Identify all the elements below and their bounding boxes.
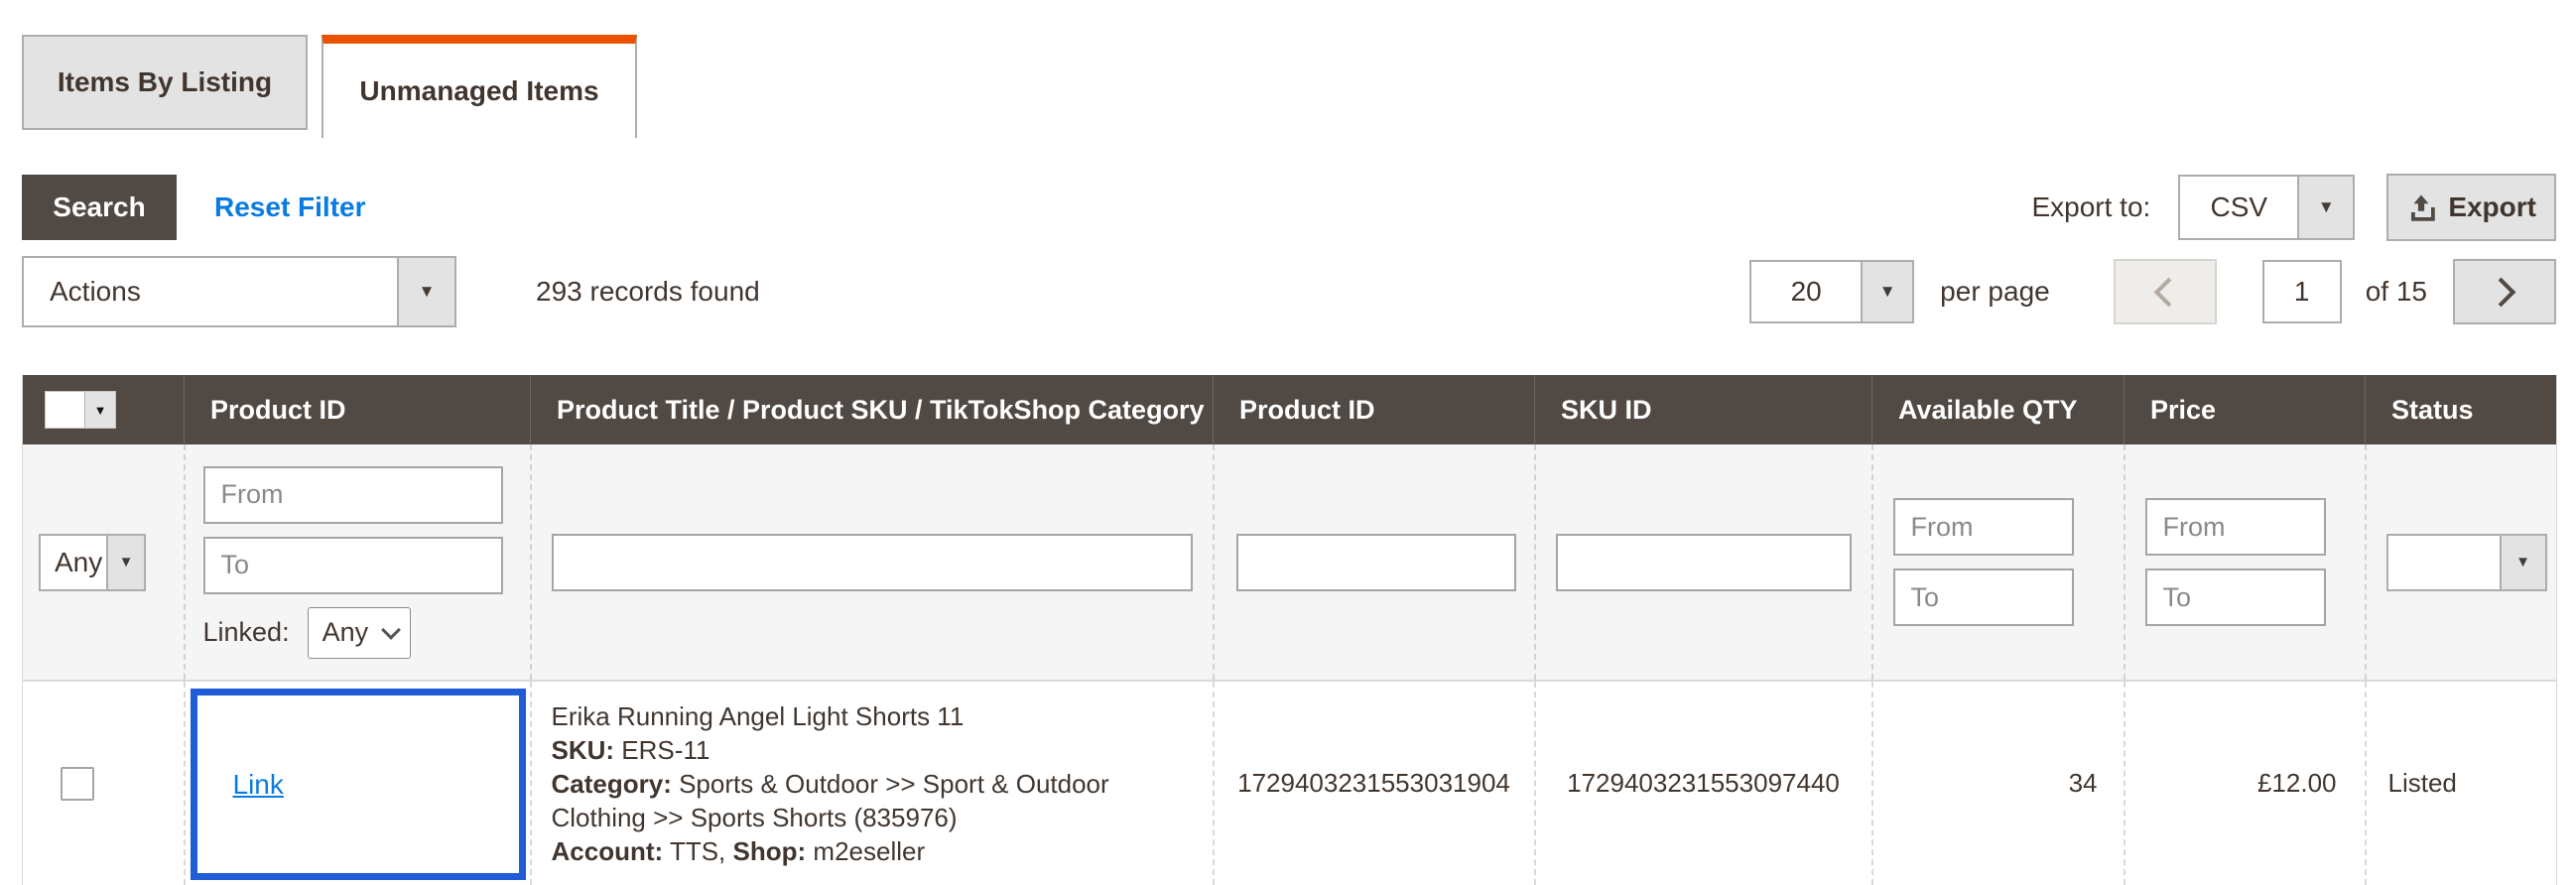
chevron-down-icon[interactable]: ▼ [397, 258, 454, 325]
row-price-cell: £12.00 [2123, 680, 2366, 885]
filter-available-qty-cell [1870, 444, 2125, 681]
status-filter-select[interactable]: ▼ [2385, 533, 2547, 591]
chevron-down-icon[interactable]: ▼ [84, 392, 115, 428]
product-id-to-input[interactable] [202, 536, 503, 594]
export-format-value: CSV [2210, 191, 2268, 222]
column-header-product-title[interactable]: Product Title / Product SKU / TikTokShop… [530, 375, 1214, 444]
status-filter-value [2388, 536, 2500, 589]
filter-product-id-link-cell: Linked: Any [183, 444, 531, 681]
product-title-text: Erika Running Angel Light Shorts 11 [551, 700, 965, 731]
reset-filter-link[interactable]: Reset Filter [214, 191, 366, 222]
search-button[interactable]: Search [22, 175, 177, 240]
chevron-right-icon [2486, 277, 2515, 307]
product-title-filter-input[interactable] [551, 533, 1193, 591]
records-found-text: 293 records found [536, 276, 760, 307]
tabs-bar: Items By Listing Unmanaged Items [22, 35, 637, 138]
pagination: of 15 [2113, 259, 2556, 324]
column-header-product-id[interactable]: Product ID [1213, 375, 1535, 444]
per-page-select[interactable]: 20 ▼ [1749, 260, 1915, 323]
column-header-sku-id[interactable]: SKU ID [1534, 375, 1872, 444]
row-available-qty-cell: 34 [1870, 680, 2125, 885]
next-page-button[interactable] [2453, 259, 2556, 324]
column-header-available-qty[interactable]: Available QTY [1871, 375, 2125, 444]
search-export-toolbar: Search Reset Filter Export to: CSV ▼ Exp… [22, 174, 2556, 241]
sku-label: SKU: [551, 734, 615, 765]
linked-label: Linked: [202, 617, 290, 647]
row-link-cell: Link [183, 680, 531, 885]
category-value: Sports & Outdoor >> Sport & Outdoor Clot… [551, 768, 1109, 832]
filter-status-cell: ▼ [2364, 444, 2557, 681]
qty-to-input[interactable] [1892, 569, 2074, 626]
focused-cell-outline: Link [190, 689, 526, 880]
row-product-id-cell: 1729403231553031904 [1212, 680, 1535, 885]
mass-select-filter[interactable]: Any ▼ [39, 533, 146, 591]
linked-select[interactable]: Any [307, 606, 411, 659]
row-product-title-cell: Erika Running Angel Light Shorts 11 SKU:… [529, 680, 1214, 885]
column-header-product-id-link[interactable]: Product ID [184, 375, 531, 444]
sku-id-filter-input[interactable] [1555, 533, 1852, 591]
per-page-value: 20 [1790, 276, 1822, 307]
mass-select-filter-value: Any [55, 546, 103, 577]
account-label: Account: [551, 835, 664, 866]
page-count-label: of 15 [2365, 276, 2427, 307]
filter-product-id-cell [1212, 444, 1535, 681]
account-value: TTS, [669, 835, 726, 866]
actions-select[interactable]: Actions ▼ [22, 256, 456, 327]
product-id-filter-input[interactable] [1235, 533, 1516, 591]
grid-toolbar: Actions ▼ 293 records found 20 ▼ per pag… [22, 256, 2556, 327]
chevron-down-icon[interactable]: ▼ [106, 535, 144, 589]
sku-value: ERS-11 [621, 734, 710, 765]
column-header-status[interactable]: Status [2365, 375, 2557, 444]
table-row: Link Erika Running Angel Light Shorts 11… [22, 680, 2557, 885]
filter-price-cell [2123, 444, 2366, 681]
row-checkbox[interactable] [61, 766, 94, 801]
chevron-down-icon[interactable]: ▼ [2297, 177, 2354, 238]
export-button[interactable]: Export [2386, 174, 2556, 241]
price-from-input[interactable] [2144, 498, 2326, 556]
per-page-label: per page [1940, 276, 2050, 307]
column-header-price[interactable]: Price [2124, 375, 2366, 444]
filter-sku-id-cell [1533, 444, 1872, 681]
export-button-label: Export [2448, 191, 2536, 222]
price-to-input[interactable] [2144, 569, 2326, 626]
chevron-down-icon[interactable]: ▼ [1861, 262, 1913, 321]
filter-product-title-cell [529, 444, 1214, 681]
row-select-cell [22, 680, 185, 885]
export-upload-icon [2411, 194, 2436, 221]
shop-label: Shop: [732, 835, 807, 866]
chevron-down-icon[interactable]: ▼ [2499, 535, 2545, 589]
select-all-checkbox[interactable] [46, 392, 84, 428]
qty-from-input[interactable] [1892, 498, 2074, 556]
previous-page-button[interactable] [2113, 259, 2217, 324]
export-format-select[interactable]: CSV ▼ [2178, 175, 2356, 240]
category-label: Category: [551, 768, 672, 799]
grid-filter-row: Any ▼ Linked: Any [22, 444, 2557, 681]
link-product-link[interactable]: Link [232, 768, 284, 800]
unmanaged-items-grid: ▼ Product ID Product Title / Product SKU… [22, 375, 2557, 885]
select-all-dropdown[interactable]: ▼ [45, 391, 116, 429]
grid-header-row: ▼ Product ID Product Title / Product SKU… [22, 375, 2557, 444]
tab-label: Unmanaged Items [359, 74, 599, 106]
status-badge: Listed [2364, 680, 2557, 885]
row-sku-id-cell: 1729403231553097440 [1533, 680, 1872, 885]
page-number-input[interactable] [2261, 260, 2342, 323]
product-id-from-input[interactable] [202, 465, 503, 524]
filter-select-cell: Any ▼ [22, 444, 185, 681]
linked-select-value: Any [322, 617, 369, 647]
chevron-down-icon [380, 620, 401, 640]
select-all-header: ▼ [22, 375, 185, 444]
chevron-left-icon [2153, 277, 2184, 307]
tab-unmanaged-items[interactable]: Unmanaged Items [322, 35, 637, 138]
export-to-label: Export to: [2031, 191, 2151, 222]
actions-select-value: Actions [50, 276, 141, 307]
tab-label: Items By Listing [57, 66, 273, 97]
tab-items-by-listing[interactable]: Items By Listing [22, 35, 308, 130]
shop-value: m2eseller [813, 835, 926, 866]
